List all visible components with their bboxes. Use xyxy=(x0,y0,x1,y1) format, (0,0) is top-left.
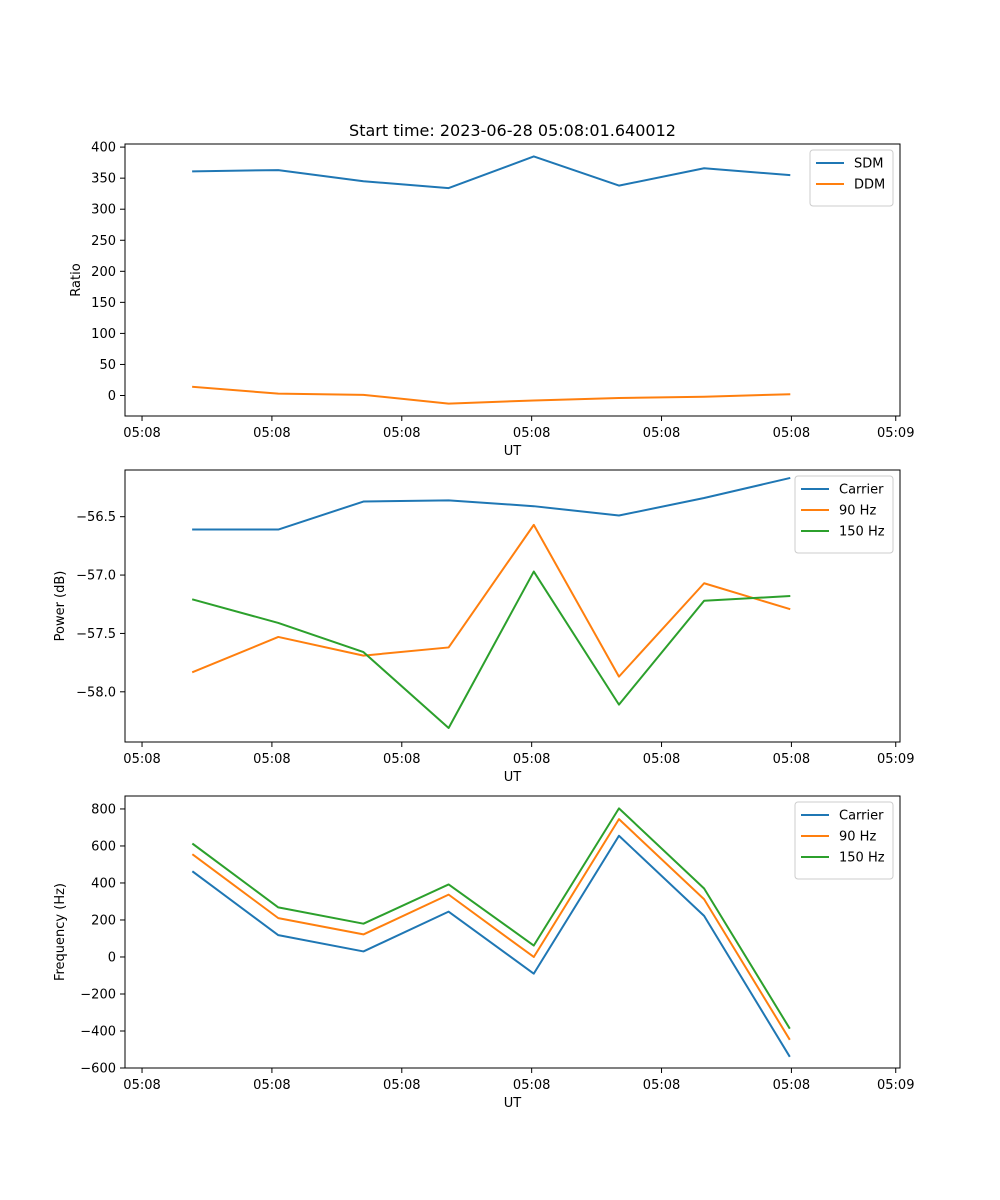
series-line-carrier xyxy=(192,476,791,531)
x-tick-label: 05:08 xyxy=(643,426,680,441)
series-line-90-hz xyxy=(191,818,791,1041)
x-tick-label: 05:08 xyxy=(123,426,160,441)
legend-label-90-hz: 90 Hz xyxy=(839,504,876,519)
x-tick-label: 05:08 xyxy=(383,1078,420,1093)
y-axis-label: Frequency (Hz) xyxy=(53,883,68,981)
x-tick-label: 05:09 xyxy=(877,426,914,441)
legend-label-150-hz: 150 Hz xyxy=(839,525,885,540)
x-tick-label: 05:08 xyxy=(253,1078,290,1093)
y-tick-label: 50 xyxy=(99,358,116,373)
x-tick-label: 05:08 xyxy=(513,426,550,441)
y-tick-label: −200 xyxy=(80,987,116,1002)
series-line-sdm xyxy=(192,155,791,190)
legend-label-90-hz: 90 Hz xyxy=(839,830,876,845)
legend-box xyxy=(794,475,894,554)
y-tick-label: 400 xyxy=(91,141,116,156)
x-tick-label: 05:08 xyxy=(383,752,420,767)
y-tick-label: 300 xyxy=(91,203,116,218)
subplot-3: 05:08 05:08 05:08 05:08 05:08 05:08 05:09 −600 −… xyxy=(53,795,914,1111)
x-tick-label: 05:08 xyxy=(253,426,290,441)
x-tick-label: 05:08 xyxy=(253,752,290,767)
x-tick-label: 05:08 xyxy=(643,752,680,767)
x-tick-label: 05:08 xyxy=(383,426,420,441)
x-axis-label: UT xyxy=(504,770,522,785)
y-tick-label: 100 xyxy=(91,327,116,342)
y-axis-label: Power (dB) xyxy=(53,571,68,642)
x-tick-label: 05:09 xyxy=(877,1078,914,1093)
y-tick-label: 0 xyxy=(108,389,116,404)
y-tick-label: 800 xyxy=(91,802,116,817)
series-line-150-hz xyxy=(191,807,791,1030)
series-line-ddm xyxy=(192,385,791,405)
y-axis-label: Ratio xyxy=(69,263,84,296)
y-tick-label: −57.5 xyxy=(76,627,116,642)
legend-label-ddm: DDM xyxy=(854,178,885,193)
subplots: 05:08 05:08 05:08 05:08 05:08 05:08 05:09 0 50 10… xyxy=(53,141,914,1111)
x-tick-label: 05:08 xyxy=(123,1078,160,1093)
y-tick-label: −400 xyxy=(80,1024,116,1039)
legend-box xyxy=(794,801,894,880)
x-tick-label: 05:09 xyxy=(877,752,914,767)
y-tick-label: 0 xyxy=(108,950,116,965)
y-tick-label: 400 xyxy=(91,876,116,891)
legend: SDM DDM xyxy=(809,149,894,207)
x-tick-label: 05:08 xyxy=(123,752,160,767)
axes-frame xyxy=(124,795,901,1069)
series-line-90-hz xyxy=(191,523,791,678)
x-tick-label: 05:08 xyxy=(773,752,810,767)
legend-label-carrier: Carrier xyxy=(839,809,884,824)
x-tick-label: 05:08 xyxy=(643,1078,680,1093)
y-tick-label: 350 xyxy=(91,172,116,187)
x-axis-label: UT xyxy=(504,444,522,459)
legend-label-sdm: SDM xyxy=(854,157,883,172)
y-tick-label: −57.0 xyxy=(76,569,116,584)
axes-frame xyxy=(124,469,901,743)
legend-label-150-hz: 150 Hz xyxy=(839,851,885,866)
x-tick-label: 05:08 xyxy=(513,1078,550,1093)
y-tick-label: 600 xyxy=(91,839,116,854)
legend-label-carrier: Carrier xyxy=(839,483,884,498)
x-axis-label: UT xyxy=(504,1096,522,1111)
series-line-carrier xyxy=(191,834,791,1058)
subplot-2: 05:08 05:08 05:08 05:08 05:08 05:08 05:09 −58.0… xyxy=(53,469,914,785)
x-tick-label: 05:08 xyxy=(773,426,810,441)
y-tick-label: 250 xyxy=(91,234,116,249)
series-line-150-hz xyxy=(191,570,791,729)
legend: Carrier 90 Hz 150 Hz xyxy=(794,801,894,880)
y-tick-label: −600 xyxy=(80,1062,116,1077)
y-tick-label: −56.5 xyxy=(76,510,116,525)
y-tick-label: 150 xyxy=(91,296,116,311)
axes-frame xyxy=(124,143,901,417)
x-tick-label: 05:08 xyxy=(513,752,550,767)
x-tick-label: 05:08 xyxy=(773,1078,810,1093)
y-tick-label: −58.0 xyxy=(76,685,116,700)
legend: Carrier 90 Hz 150 Hz xyxy=(794,475,894,554)
y-tick-label: 200 xyxy=(91,913,116,928)
y-tick-label: 200 xyxy=(91,265,116,280)
figure-title: Start time: 2023-06-28 05:08:01.640012 xyxy=(349,121,676,140)
subplot-1: 05:08 05:08 05:08 05:08 05:08 05:08 05:09 0 50 10… xyxy=(69,141,914,459)
